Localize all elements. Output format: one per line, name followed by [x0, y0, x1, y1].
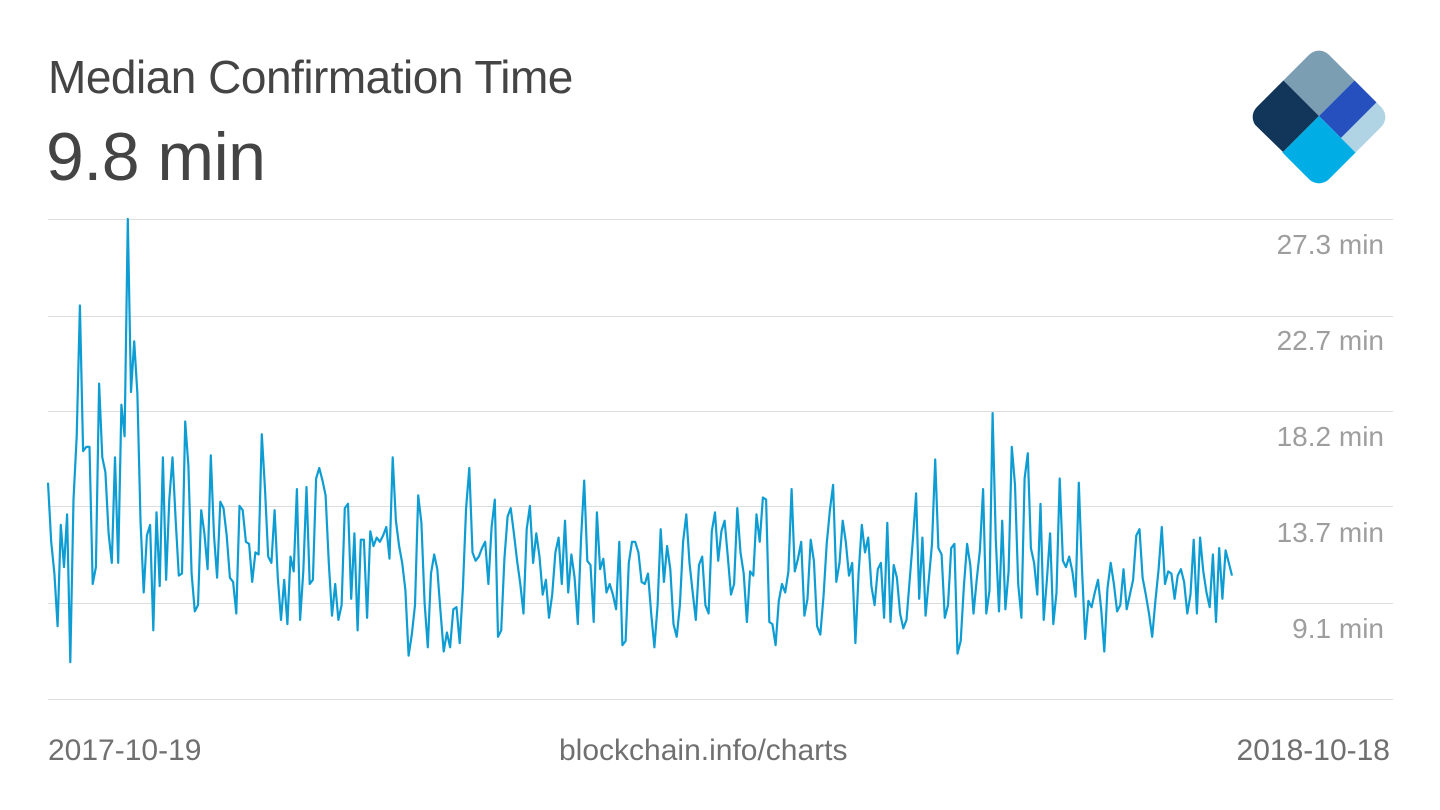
gridlines: [48, 219, 1393, 700]
y-axis-label-22-7: 22.7 min: [1276, 325, 1384, 356]
chart-title: Median Confirmation Time: [48, 51, 573, 103]
source-link[interactable]: blockchain.info/charts: [559, 734, 848, 767]
y-axis-label-9-1: 9.1 min: [1292, 613, 1384, 644]
blockchain-diamond-logo-icon: [1246, 44, 1392, 190]
y-axis-label-18-2: 18.2 min: [1276, 421, 1384, 452]
current-value: 9.8 min: [46, 119, 266, 195]
median-confirmation-time-line: [46, 217, 1234, 664]
x-axis-start-date: 2017-10-19: [48, 734, 202, 767]
y-axis-label-13-7: 13.7 min: [1276, 517, 1384, 548]
x-axis-end-date: 2018-10-18: [1236, 734, 1390, 767]
y-axis-label-27-3: 27.3 min: [1276, 229, 1384, 260]
